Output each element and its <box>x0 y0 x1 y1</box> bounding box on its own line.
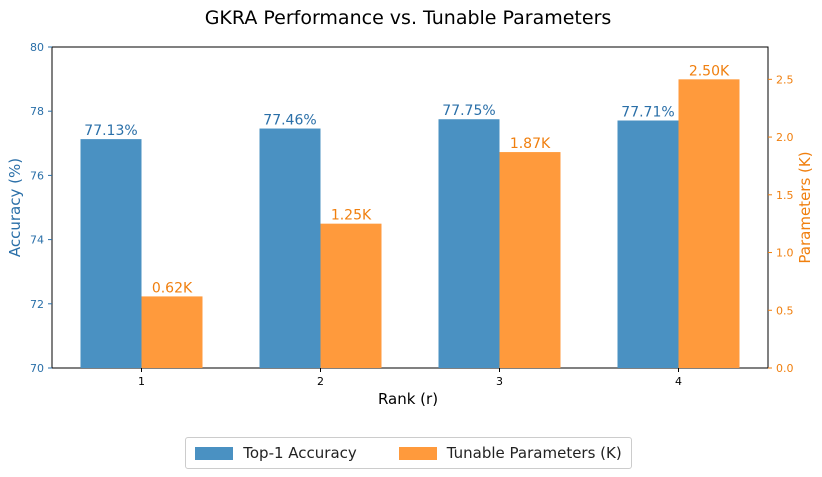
bar-accuracy-4 <box>617 120 679 368</box>
data-label-accuracy-4: 77.71% <box>621 105 674 121</box>
bar-parameters-2 <box>320 223 382 368</box>
data-label-parameters-4: 2.50K <box>689 63 730 79</box>
data-label-parameters-2: 1.25K <box>331 208 372 224</box>
y-right-tick-label-2.5: 2.5 <box>776 73 794 86</box>
data-label-accuracy-3: 77.75% <box>442 103 495 119</box>
data-label-accuracy-1: 77.13% <box>84 123 137 139</box>
legend-swatch-accuracy <box>195 446 234 460</box>
x-tick-label-3: 3 <box>496 375 503 388</box>
data-label-accuracy-2: 77.46% <box>263 113 316 129</box>
y-right-tick-label-1.0: 1.0 <box>776 247 794 260</box>
data-label-parameters-3: 1.87K <box>510 136 551 152</box>
plot-area: 77.13% 0.62K 1 77.46% 1.25K 2 77.75% 1.87K 3 77.7… <box>30 41 794 388</box>
legend: Top-1 Accuracy Tunable Parameters (K) <box>185 437 632 469</box>
y-left-tick-label-78: 78 <box>30 105 44 118</box>
x-tick-label-4: 4 <box>675 375 682 388</box>
y-left-tick-label-70: 70 <box>30 362 44 375</box>
data-label-parameters-1: 0.62K <box>152 280 193 296</box>
chart-title: GKRA Performance vs. Tunable Parameters <box>205 7 612 29</box>
y-right-tick-label-1.5: 1.5 <box>776 189 794 202</box>
bar-parameters-3 <box>499 152 561 368</box>
x-tick-label-2: 2 <box>317 375 324 388</box>
y-left-tick-label-72: 72 <box>30 298 44 311</box>
legend-label-parameters: Tunable Parameters (K) <box>446 444 622 462</box>
x-axis-label: Rank (r) <box>378 390 438 408</box>
legend-item-parameters: Tunable Parameters (K) <box>398 444 622 462</box>
y-left-tick-label-74: 74 <box>30 234 44 247</box>
bar-parameters-4 <box>678 79 740 368</box>
bar-accuracy-3 <box>438 119 500 368</box>
y-axis-right-label: Parameters (K) <box>796 151 814 263</box>
bar-accuracy-1 <box>80 139 142 368</box>
legend-swatch-parameters <box>398 446 437 460</box>
y-right-tick-label-0.0: 0.0 <box>776 362 794 375</box>
y-left-tick-label-80: 80 <box>30 41 44 54</box>
plot-frame <box>51 46 769 369</box>
legend-item-accuracy: Top-1 Accuracy <box>195 444 357 462</box>
y-left-tick-label-76: 76 <box>30 169 44 182</box>
x-tick-label-1: 1 <box>138 375 145 388</box>
y-right-tick-label-2.0: 2.0 <box>776 131 794 144</box>
y-axis-left-label: Accuracy (%) <box>6 158 24 257</box>
legend-label-accuracy: Top-1 Accuracy <box>243 444 357 462</box>
bar-accuracy-2 <box>259 128 321 368</box>
y-right-tick-label-0.5: 0.5 <box>776 304 794 317</box>
bar-parameters-1 <box>141 296 203 368</box>
